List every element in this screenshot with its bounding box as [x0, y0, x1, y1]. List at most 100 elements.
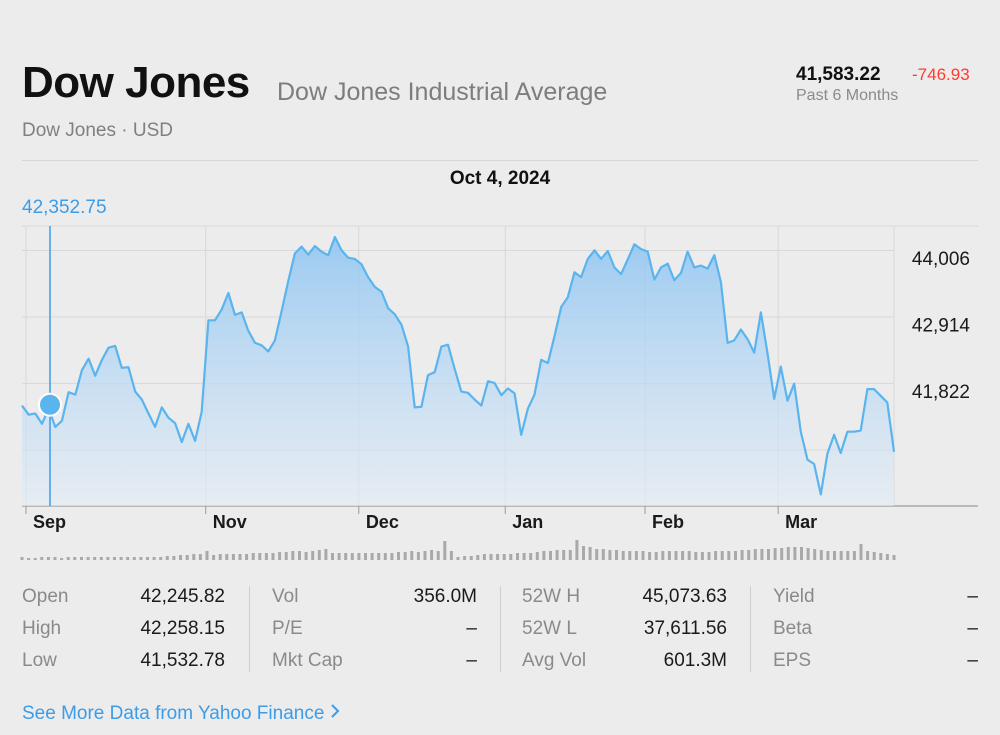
volume-bar [146, 557, 149, 560]
volume-bar [852, 551, 856, 560]
volume-bar [780, 548, 784, 560]
index-full-name: Dow Jones Industrial Average [277, 78, 608, 106]
volume-bar [826, 551, 830, 560]
volume-bar [601, 549, 605, 560]
stat-avg-volume: Avg Vol 601.3M [522, 650, 727, 671]
volume-bar [582, 546, 585, 560]
stat-beta: Beta – [773, 618, 978, 639]
volume-bar [760, 549, 764, 560]
volume-bar [410, 551, 414, 560]
volume-bar [383, 553, 387, 560]
volume-bar [179, 555, 182, 560]
volume-bar [747, 550, 751, 560]
volume-bar [839, 551, 843, 560]
volume-bar [119, 557, 123, 560]
volume-bar [892, 555, 896, 560]
x-tick-label: Jan [512, 512, 543, 532]
volume-bar [846, 551, 850, 560]
price-change: -746.93 [912, 65, 970, 84]
volume-bar [654, 552, 658, 560]
volume-bar [714, 551, 718, 560]
volume-bar [390, 553, 394, 560]
exchange-currency: Dow Jones · USD [22, 120, 173, 141]
volume-bar [628, 551, 632, 560]
volume-bar [753, 549, 757, 560]
volume-bar [40, 557, 44, 560]
volume-bar [212, 555, 216, 560]
volume-bar [284, 552, 288, 560]
stat-52w-high: 52W H 45,073.63 [522, 586, 727, 607]
volume-bar [727, 551, 731, 560]
stats-column-4: Yield – Beta – EPS – [773, 582, 978, 678]
volume-bar [819, 550, 823, 560]
volume-bar [53, 557, 57, 560]
volume-bar [278, 552, 282, 560]
yahoo-finance-link[interactable]: See More Data from Yahoo Finance [22, 703, 340, 725]
stat-high: High 42,258.15 [22, 618, 225, 639]
volume-bar [20, 557, 24, 560]
volume-bar [73, 557, 77, 560]
stat-52w-low: 52W L 37,611.56 [522, 618, 727, 639]
volume-bar [291, 551, 295, 560]
volume-bar [205, 551, 209, 560]
yahoo-finance-link-label[interactable]: See More Data from Yahoo Finance [22, 703, 325, 724]
volume-bar [866, 551, 870, 560]
volume-bar [456, 557, 460, 560]
volume-bar [258, 553, 262, 560]
volume-bar [324, 549, 328, 560]
volume-bar [463, 556, 467, 560]
time-period: Past 6 Months [796, 87, 899, 104]
volume-bar [80, 557, 83, 560]
x-tick-label: Dec [366, 512, 399, 532]
volume-bar [331, 553, 334, 560]
volume-bar [634, 551, 638, 560]
volume-bar [403, 552, 407, 560]
volume-bar [185, 555, 189, 560]
stat-yield: Yield – [773, 586, 978, 607]
column-divider [249, 586, 250, 672]
volume-bar [641, 551, 645, 560]
current-price: 41,583.22 [796, 64, 881, 85]
volume-bar [344, 553, 348, 560]
volume-bar [27, 558, 31, 560]
volume-bar [370, 553, 374, 560]
volume-bar [621, 551, 625, 560]
volume-bar [833, 551, 836, 560]
volume-bar [350, 553, 354, 560]
stat-market-cap: Mkt Cap – [272, 650, 477, 671]
volume-bar [152, 557, 156, 560]
volume-bar [436, 551, 440, 560]
volume-bar [734, 551, 737, 560]
volume-bar [674, 551, 678, 560]
volume-bar [595, 549, 599, 560]
volume-bar [615, 550, 618, 560]
x-tick-label: Sep [33, 512, 66, 532]
volume-bar [165, 556, 169, 560]
volume-bar [872, 552, 876, 560]
column-divider [750, 586, 751, 672]
x-tick-label: Feb [652, 512, 684, 532]
volume-bar [879, 553, 883, 560]
scrub-cursor-dot[interactable] [38, 392, 62, 417]
column-divider [500, 586, 501, 672]
volume-bar [469, 556, 473, 560]
volume-bar [271, 553, 275, 560]
volume-bar [99, 557, 103, 560]
volume-bar [443, 541, 447, 560]
volume-bar [364, 553, 367, 560]
x-tick-label: Mar [785, 512, 817, 532]
volume-bar [238, 554, 242, 560]
volume-bar [885, 554, 889, 560]
volume-bar [311, 551, 315, 560]
stat-low: Low 41,532.78 [22, 650, 225, 671]
volume-bar [126, 557, 130, 560]
y-tick-label: 42,914 [912, 315, 971, 336]
volume-bar [720, 551, 724, 560]
volume-bar [502, 554, 506, 560]
volume-bar [694, 552, 698, 560]
volume-bar [192, 554, 196, 560]
volume-bar [813, 549, 817, 560]
volume-bar [251, 553, 255, 560]
stat-volume: Vol 356.0M [272, 586, 477, 607]
